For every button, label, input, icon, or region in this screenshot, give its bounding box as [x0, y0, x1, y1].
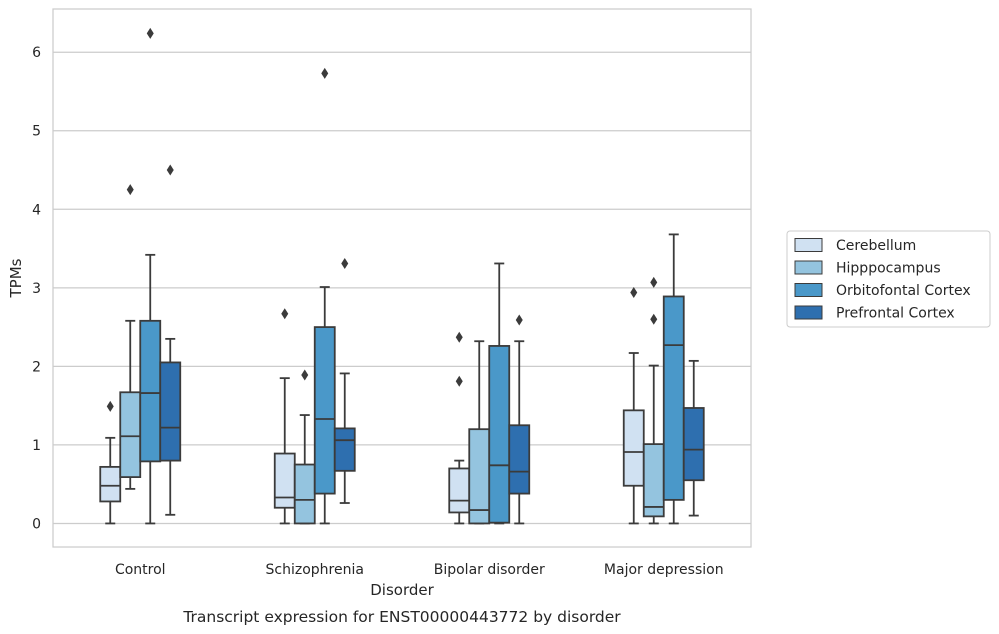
box — [273, 452, 296, 509]
legend-frame — [786, 230, 991, 328]
box-group — [662, 233, 685, 525]
x-tick-label: Schizophrenia — [266, 562, 364, 578]
box — [622, 409, 645, 487]
y-tick-label: 2 — [32, 359, 41, 375]
outlier-point — [650, 276, 658, 288]
box — [333, 427, 356, 472]
box — [159, 361, 182, 462]
box-group — [273, 308, 296, 525]
chart-caption: Transcript expression for ENST0000044377… — [182, 608, 621, 626]
box — [139, 319, 162, 463]
outlier-point — [650, 313, 658, 325]
plot-frame — [52, 8, 752, 548]
box-group — [159, 164, 182, 516]
legend-swatch — [794, 283, 823, 297]
outlier-point — [455, 375, 463, 387]
y-tick-label: 0 — [32, 516, 41, 532]
box-group — [622, 287, 645, 525]
outlier-point — [455, 331, 463, 343]
box — [99, 465, 122, 503]
outlier-point — [301, 369, 309, 381]
y-tick-label: 1 — [32, 438, 41, 454]
outlier-point — [515, 314, 523, 326]
box-group — [488, 262, 511, 525]
y-tick-label: 3 — [32, 281, 41, 297]
box-layer — [99, 27, 705, 525]
legend-label: Prefrontal Cortex — [836, 306, 955, 322]
box — [488, 345, 511, 524]
y-axis-ticks: 0 1 2 3 4 5 6 — [32, 45, 41, 532]
x-axis-label: Disorder — [370, 581, 434, 599]
outlier-point — [321, 67, 329, 79]
outlier-point — [126, 184, 134, 196]
x-tick-label: Bipolar disorder — [434, 562, 545, 578]
x-tick-label: Control — [115, 562, 166, 578]
box — [642, 443, 665, 518]
box-group — [448, 331, 471, 525]
box-group — [139, 27, 162, 525]
box-group — [313, 67, 336, 525]
box — [662, 295, 685, 501]
legend-swatch — [794, 238, 823, 252]
box — [508, 424, 531, 495]
outlier-point — [106, 400, 114, 412]
box-group — [333, 257, 356, 504]
box — [293, 463, 316, 525]
x-tick-label: Major depression — [604, 562, 724, 578]
y-axis-label: TPMs — [7, 258, 25, 298]
x-axis-ticks: Control Schizophrenia Bipolar disorder Majo… — [115, 562, 724, 578]
legend: Cerebellum Hipppocampus Orbitofontal Corte… — [786, 230, 991, 328]
legend-label: Hipppocampus — [836, 261, 941, 277]
box-group — [468, 340, 491, 525]
box-group — [682, 359, 705, 517]
legend-label: Orbitofontal Cortex — [836, 283, 971, 299]
box-group — [642, 276, 665, 525]
box-group — [508, 314, 531, 525]
legend-swatch — [794, 260, 823, 275]
legend-swatch — [794, 305, 823, 320]
y-tick-label: 6 — [32, 45, 41, 61]
outlier-point — [146, 27, 154, 39]
outlier-point — [341, 257, 349, 269]
y-tick-label: 4 — [32, 202, 41, 218]
box — [448, 467, 471, 514]
box-group — [119, 184, 142, 490]
legend-label: Cerebellum — [836, 238, 916, 254]
box-group — [99, 400, 122, 525]
y-tick-label: 5 — [32, 124, 41, 140]
box-group — [293, 369, 316, 525]
outlier-point — [281, 308, 289, 320]
box — [119, 391, 142, 478]
outlier-point — [630, 287, 638, 299]
box — [682, 407, 705, 482]
outlier-point — [166, 164, 174, 176]
box — [313, 326, 336, 495]
